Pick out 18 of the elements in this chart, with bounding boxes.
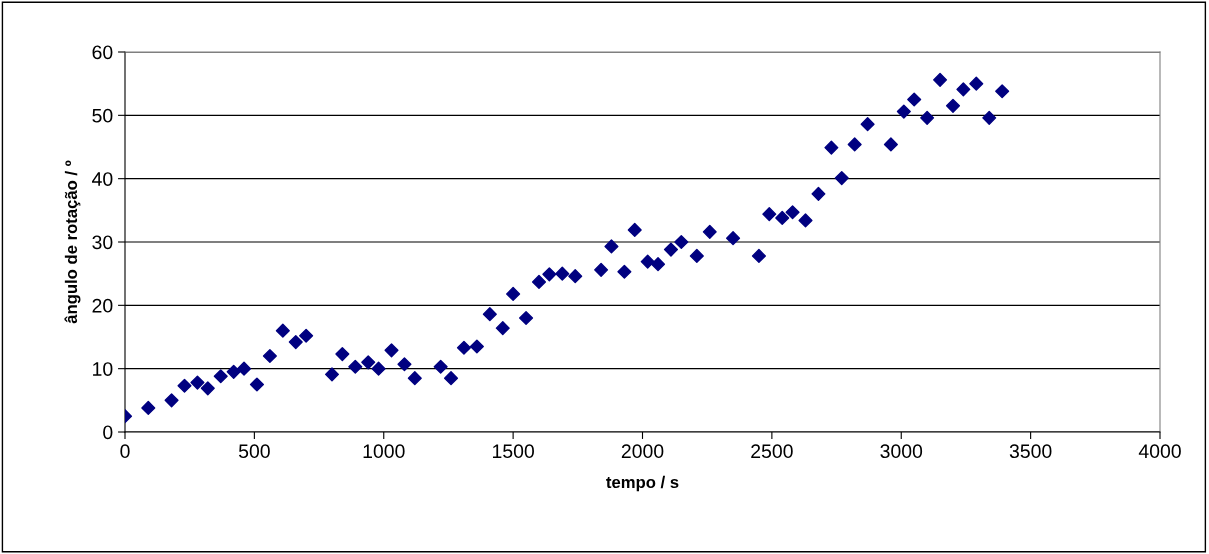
x-tick-label: 3500 [1009,444,1052,459]
x-tick-label: 3000 [880,444,923,459]
x-axis-title: tempo / s [606,475,679,492]
y-tick-label: 0 [103,425,113,440]
x-tick-label: 0 [120,444,130,459]
x-tick-label: 1000 [363,444,405,459]
x-tick-label: 1500 [492,444,534,459]
x-tick-label: 2000 [621,444,664,459]
x-tick-label: 4000 [1138,444,1181,459]
y-tick-label: 10 [93,362,113,376]
y-axis-title: ângulo de rotação / º [64,160,81,324]
y-tick-label: 60 [92,45,113,60]
y-tick-label: 20 [92,298,113,313]
y-tick-label: 40 [92,172,113,186]
y-tick-label: 30 [92,235,113,250]
x-tick-label: 2500 [751,444,793,459]
y-tick-label: 50 [92,108,113,123]
x-tick-label: 500 [238,444,270,459]
